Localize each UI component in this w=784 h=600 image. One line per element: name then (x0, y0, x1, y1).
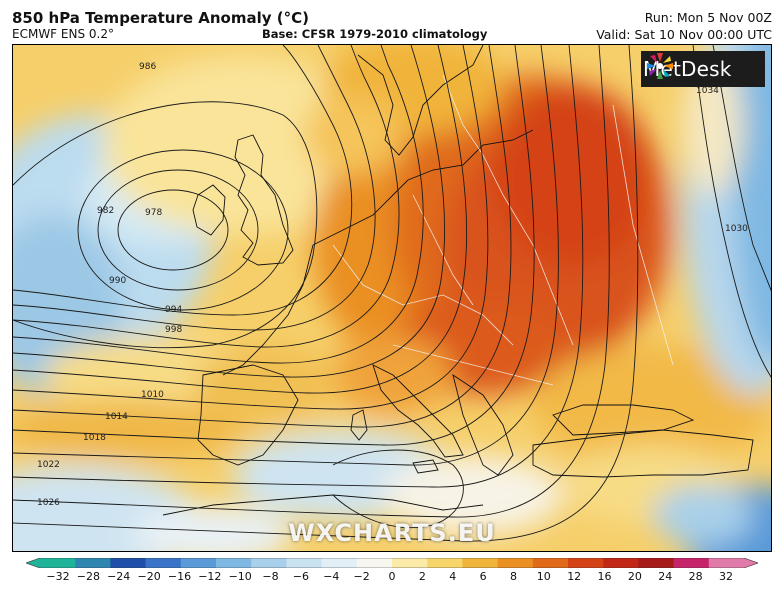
isobar-label-1018: 1018 (83, 433, 106, 443)
colorbar-tick-label: −32 (46, 570, 70, 583)
colorbar-tick-label: 8 (510, 570, 517, 583)
colorbar-tick-label: −4 (323, 570, 340, 583)
run-time-label: Run: Mon 5 Nov 00Z (644, 10, 772, 25)
colorbar-tick-label: −24 (107, 570, 131, 583)
isobar-label-986: 986 (139, 62, 156, 72)
isobar-label-978: 978 (145, 208, 162, 218)
isobar-labels: 986 982 978 990 994 998 1010 1014 1018 1… (37, 62, 748, 508)
colorbar-tick-label: 10 (536, 570, 551, 583)
colorbar-tick-label: 16 (597, 570, 612, 583)
colorbar-tick-label: −2 (353, 570, 370, 583)
colorbar-tick-label: 20 (627, 570, 642, 583)
colorbar-segment (40, 558, 76, 568)
isobar-label-982: 982 (97, 206, 114, 216)
colorbar-segment (427, 558, 463, 568)
isobar-label-1030: 1030 (725, 224, 748, 234)
isobar-label-1026: 1026 (37, 498, 60, 508)
climatology-base-label: Base: CFSR 1979-2010 climatology (262, 27, 488, 41)
colorbar-tick-label: 0 (388, 570, 396, 583)
colorbar-tick-label: 24 (658, 570, 673, 583)
colorbar-tick-label: −8 (262, 570, 279, 583)
colorbar-tick-label: 28 (688, 570, 703, 583)
colorbar-segment (180, 558, 217, 568)
colorbar-tick-label: −6 (292, 570, 309, 583)
colorbar-segment (251, 558, 287, 568)
valid-time-label: Valid: Sat 10 Nov 00:00 UTC (596, 27, 772, 42)
colorbar-tick-label: 12 (567, 570, 582, 583)
isobar-label-1022: 1022 (37, 460, 60, 470)
colorbar-segment (673, 558, 710, 568)
colorbar-segment (145, 558, 182, 568)
colorbar-tick-label: 4 (449, 570, 457, 583)
isobar-label-1034: 1034 (696, 86, 719, 96)
colorbar-segment (603, 558, 639, 568)
colorbar-segment (638, 558, 675, 568)
model-label: ECMWF ENS 0.2° (12, 27, 114, 41)
colorbar-segment (708, 558, 745, 568)
colorbar-max-arrow (744, 558, 758, 568)
isobars (13, 45, 771, 542)
colorbar-segment (532, 558, 569, 568)
colorbar-ticks: −32 −28 −24 −20 −16 −12 −10 −8 −6 −4 −2 0 2 4 6 8 10 12 16… (0, 570, 784, 590)
colorbar-tick-label: −28 (76, 570, 100, 583)
colorbar-segment (110, 558, 147, 568)
colorbar-segment (75, 558, 111, 568)
colorbar-segment (321, 558, 358, 568)
colorbar-segment (216, 558, 252, 568)
isobar-label-1014: 1014 (105, 412, 128, 422)
metdesk-logo-icon (647, 53, 673, 79)
colorbar-min-arrow (26, 558, 40, 568)
colorbar-segment (568, 558, 604, 568)
isobar-label-998: 998 (165, 325, 182, 335)
anomaly-map: 986 982 978 990 994 998 1010 1014 1018 1… (12, 44, 772, 552)
chart-title: 850 hPa Temperature Anomaly (°C) (12, 9, 309, 27)
colorbar-segment (462, 558, 499, 568)
colorbar (26, 558, 758, 568)
colorbar-segment (497, 558, 534, 568)
colorbar-tick-label: 6 (479, 570, 487, 583)
isobar-label-994: 994 (165, 305, 182, 315)
isobar-label-1010: 1010 (141, 390, 164, 400)
colorbar-segment (356, 558, 393, 568)
colorbar-tick-label: 2 (418, 570, 426, 583)
colorbar-tick-label: −10 (228, 570, 252, 583)
isobar-label-990: 990 (109, 276, 126, 286)
colorbar-tick-label: −12 (198, 570, 222, 583)
wxcharts-watermark: WXCHARTS.EU (288, 519, 496, 547)
colorbar-tick-label: 32 (719, 570, 733, 583)
anomaly-field: 986 982 978 990 994 998 1010 1014 1018 1… (13, 45, 771, 551)
colorbar-tick-label: −20 (137, 570, 161, 583)
colorbar-segment (392, 558, 428, 568)
colorbar-tick-label: −16 (167, 570, 192, 583)
colorbar-segment (286, 558, 323, 568)
metdesk-logo: MetDesk (641, 51, 765, 87)
